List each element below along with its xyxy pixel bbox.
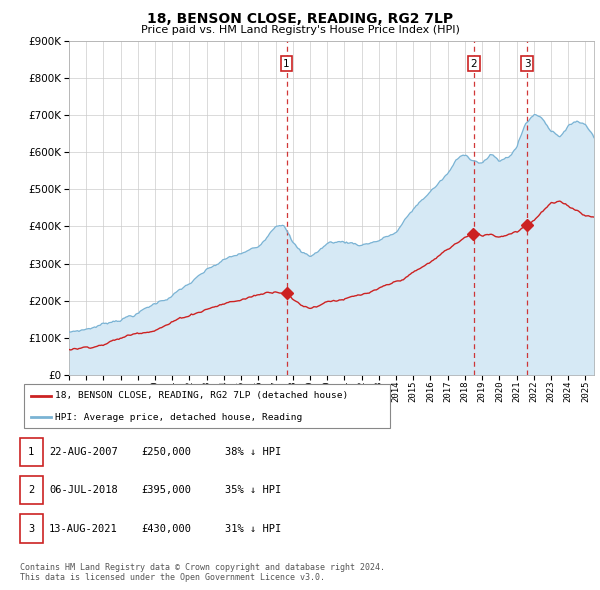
Text: Contains HM Land Registry data © Crown copyright and database right 2024.
This d: Contains HM Land Registry data © Crown c… bbox=[20, 563, 385, 582]
Text: £430,000: £430,000 bbox=[141, 524, 191, 533]
Text: 3: 3 bbox=[28, 524, 34, 533]
Text: 1: 1 bbox=[28, 447, 34, 457]
Text: 18, BENSON CLOSE, READING, RG2 7LP: 18, BENSON CLOSE, READING, RG2 7LP bbox=[147, 12, 453, 26]
Text: 06-JUL-2018: 06-JUL-2018 bbox=[49, 486, 118, 495]
Text: £250,000: £250,000 bbox=[141, 447, 191, 457]
Text: 13-AUG-2021: 13-AUG-2021 bbox=[49, 524, 118, 533]
Text: 31% ↓ HPI: 31% ↓ HPI bbox=[225, 524, 281, 533]
Text: 3: 3 bbox=[524, 58, 530, 68]
Text: HPI: Average price, detached house, Reading: HPI: Average price, detached house, Read… bbox=[55, 412, 302, 422]
Text: 35% ↓ HPI: 35% ↓ HPI bbox=[225, 486, 281, 495]
Text: 1: 1 bbox=[283, 58, 290, 68]
Text: 38% ↓ HPI: 38% ↓ HPI bbox=[225, 447, 281, 457]
Text: £395,000: £395,000 bbox=[141, 486, 191, 495]
Text: 2: 2 bbox=[470, 58, 477, 68]
Text: 22-AUG-2007: 22-AUG-2007 bbox=[49, 447, 118, 457]
Text: 18, BENSON CLOSE, READING, RG2 7LP (detached house): 18, BENSON CLOSE, READING, RG2 7LP (deta… bbox=[55, 391, 349, 401]
Text: 2: 2 bbox=[28, 486, 34, 495]
Text: Price paid vs. HM Land Registry's House Price Index (HPI): Price paid vs. HM Land Registry's House … bbox=[140, 25, 460, 35]
